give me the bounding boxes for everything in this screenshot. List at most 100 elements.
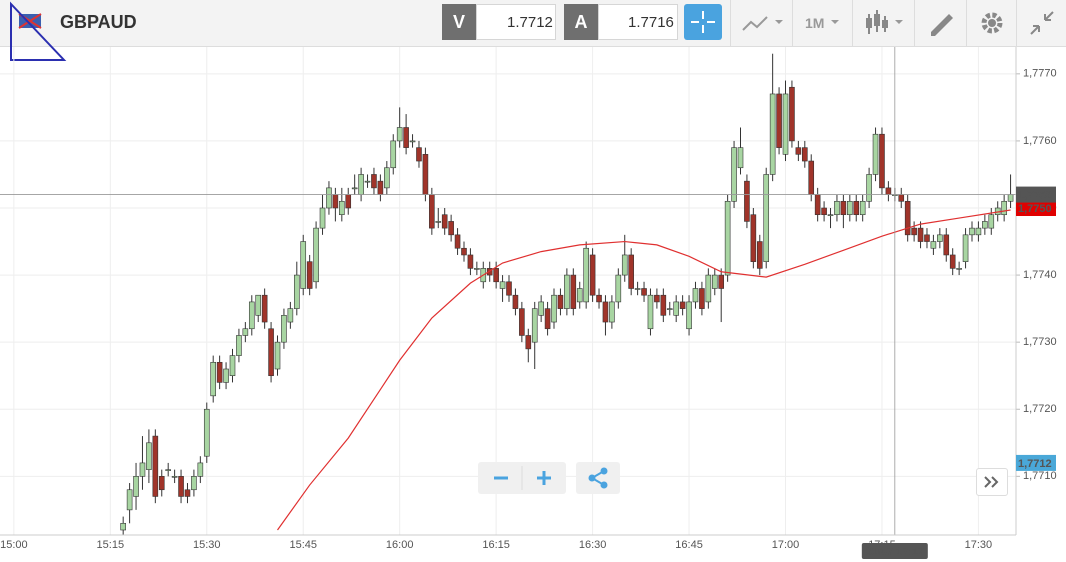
candle-body bbox=[801, 147, 808, 162]
candle-body bbox=[679, 301, 686, 309]
y-tick-label: 1,7770 bbox=[1023, 68, 1057, 80]
settings-button[interactable] bbox=[966, 0, 1017, 46]
candle-body bbox=[178, 476, 184, 497]
candle-body bbox=[474, 268, 480, 270]
candle-body bbox=[699, 288, 705, 309]
candle-body bbox=[821, 207, 827, 216]
bid-price: 1.7712 bbox=[507, 14, 553, 31]
symbol: GBPAUD bbox=[60, 12, 137, 32]
candle-body bbox=[146, 442, 152, 470]
candle-body bbox=[956, 268, 962, 270]
candle-body bbox=[525, 335, 532, 350]
bid-box[interactable] bbox=[476, 4, 556, 40]
candle-body bbox=[351, 187, 358, 190]
candle-body bbox=[152, 435, 159, 497]
candle-body bbox=[718, 274, 725, 289]
candle-body bbox=[223, 368, 229, 383]
share-button[interactable] bbox=[576, 462, 620, 494]
zoom-in[interactable] bbox=[537, 471, 551, 485]
crosshair-y-box bbox=[1016, 186, 1056, 203]
chart-type-button[interactable] bbox=[730, 0, 791, 46]
candle-body bbox=[937, 234, 943, 242]
candle-body bbox=[814, 194, 821, 216]
candle-body bbox=[358, 174, 364, 195]
candle-body bbox=[859, 200, 866, 216]
candle-body bbox=[975, 227, 982, 236]
candle-body bbox=[866, 174, 872, 202]
candle-body bbox=[293, 274, 300, 309]
candle-body bbox=[396, 127, 403, 142]
candle-body bbox=[242, 328, 249, 336]
candle-body bbox=[911, 227, 917, 236]
candle-body bbox=[705, 274, 712, 303]
candle-body bbox=[654, 294, 660, 303]
price-label: 1,7712 bbox=[1018, 458, 1052, 470]
y-tick-label: 1,7760 bbox=[1023, 135, 1057, 147]
candle-body bbox=[602, 301, 609, 323]
candle-body bbox=[191, 476, 197, 491]
collapse-button[interactable] bbox=[1016, 0, 1066, 46]
y-tick-label: 1,7720 bbox=[1023, 403, 1057, 415]
candle-body bbox=[666, 308, 673, 310]
candle-body bbox=[621, 254, 628, 276]
candle-body bbox=[782, 93, 789, 155]
candle-body bbox=[281, 315, 287, 343]
x-tick-label: 17:30 bbox=[965, 539, 993, 551]
candle-body bbox=[313, 227, 319, 283]
candle-body bbox=[982, 221, 988, 229]
x-tick-label: 16:45 bbox=[675, 539, 703, 551]
candle-body bbox=[917, 227, 924, 242]
candle-body bbox=[924, 234, 930, 242]
ask-box[interactable] bbox=[598, 4, 678, 40]
candle-body bbox=[339, 200, 345, 216]
candle-body bbox=[647, 294, 654, 330]
candle-body bbox=[454, 234, 461, 249]
labels: 1,7710 1,7720 1,7730 1,7740 1,7750 1,7760 1,77… bbox=[0, 68, 1057, 559]
triangle bbox=[10, 1, 67, 61]
candle-body bbox=[949, 254, 956, 269]
x-tick-label: 15:45 bbox=[289, 539, 317, 551]
candle-body bbox=[1007, 194, 1014, 202]
candle-body bbox=[403, 127, 409, 148]
candle-body bbox=[287, 308, 294, 323]
x-tick-label: 17:00 bbox=[772, 539, 800, 551]
y-tick-label: 1,7710 bbox=[1023, 470, 1057, 482]
candle-body bbox=[499, 281, 506, 289]
candle-body bbox=[139, 462, 146, 477]
candle-body bbox=[885, 187, 892, 195]
candle-body bbox=[441, 214, 448, 229]
timeframe-button[interactable] bbox=[792, 0, 853, 46]
candle-body bbox=[519, 308, 525, 336]
candle-body bbox=[429, 194, 435, 229]
crosshair-x-box bbox=[861, 543, 928, 559]
candle-body bbox=[969, 227, 975, 236]
candle-body bbox=[634, 288, 641, 290]
candle-body bbox=[827, 214, 834, 217]
candle-body bbox=[660, 294, 667, 316]
candle-body bbox=[210, 361, 217, 397]
crosshair-button[interactable] bbox=[684, 4, 722, 40]
candle-body bbox=[306, 261, 313, 289]
bid-tag[interactable]: V bbox=[442, 4, 476, 40]
scroll-end-button[interactable] bbox=[976, 468, 1008, 496]
candle-body bbox=[904, 200, 911, 236]
candle-body bbox=[692, 288, 699, 303]
candle-body bbox=[493, 268, 499, 283]
crosshair-y-label: 1,7752 bbox=[1018, 189, 1052, 201]
candle-body bbox=[126, 489, 133, 511]
candle-body bbox=[248, 301, 255, 330]
candle-body bbox=[422, 154, 429, 195]
candle-body bbox=[255, 294, 262, 316]
ask-tag[interactable]: A bbox=[564, 4, 598, 40]
draw-button[interactable] bbox=[914, 0, 967, 46]
zoom-controls bbox=[478, 462, 566, 494]
candle-body bbox=[1001, 200, 1007, 216]
candle-body bbox=[557, 294, 564, 309]
candle-body bbox=[596, 294, 602, 303]
candle-body bbox=[171, 476, 178, 478]
candle-body bbox=[589, 254, 596, 296]
candle-body bbox=[853, 200, 860, 216]
candle-body bbox=[847, 200, 853, 216]
candle-body bbox=[641, 288, 647, 296]
candle-style-button[interactable] bbox=[852, 0, 915, 46]
